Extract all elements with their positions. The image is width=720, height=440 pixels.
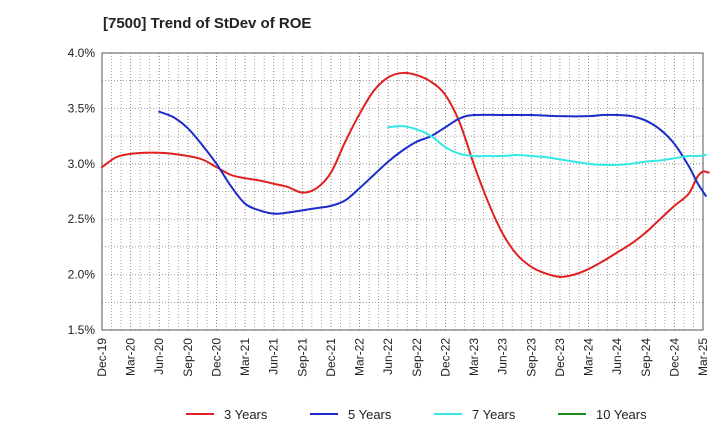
grid	[102, 53, 704, 330]
legend-label-7-years: 7 Years	[472, 407, 516, 422]
x-tick-label: Jun-20	[152, 338, 166, 375]
x-tick-label: Mar-23	[467, 338, 481, 376]
legend-label-3-years: 3 Years	[224, 407, 268, 422]
chart-title: [7500] Trend of StDev of ROE	[103, 15, 312, 32]
x-tick-label: Sep-21	[295, 338, 309, 377]
series-lines	[101, 71, 710, 278]
x-tick-label: Dec-22	[438, 338, 452, 377]
x-tick-label: Sep-22	[410, 338, 424, 377]
x-tick-label: Sep-24	[639, 338, 653, 377]
x-tick-label: Jun-24	[610, 338, 624, 375]
y-tick-label: 1.5%	[68, 323, 96, 337]
x-tick-label: Dec-19	[95, 338, 109, 377]
x-tick-label: Jun-22	[381, 338, 395, 375]
x-tick-label: Mar-21	[238, 338, 252, 376]
x-tick-label: Dec-20	[209, 338, 223, 377]
y-tick-label: 2.5%	[68, 212, 96, 226]
x-tick-label: Jun-21	[267, 338, 281, 375]
x-tick-label: Mar-24	[582, 338, 596, 376]
x-tick-label: Dec-21	[324, 338, 338, 377]
x-tick-label: Sep-20	[181, 338, 195, 377]
y-tick-label: 3.0%	[68, 157, 96, 171]
x-tick-label: Mar-20	[124, 338, 138, 376]
x-tick-label: Sep-23	[524, 338, 538, 377]
series-line-5-years	[158, 110, 707, 215]
y-tick-label: 2.0%	[68, 268, 96, 282]
axes: 1.5% 2.0% 2.5% 3.0% 3.5% 4.0% Dec-19 Mar-20 Jun-…	[68, 46, 710, 377]
x-tick-label: Dec-24	[667, 338, 681, 377]
y-tick-label: 4.0%	[68, 46, 96, 60]
series-line-7-years	[387, 125, 707, 167]
series-line-3-years	[101, 71, 710, 278]
x-tick-label: Jun-23	[496, 338, 510, 375]
x-tick-label: Mar-25	[696, 338, 710, 376]
legend-label-5-years: 5 Years	[348, 407, 392, 422]
x-tick-label: Dec-23	[553, 338, 567, 377]
y-tick-label: 3.5%	[68, 101, 96, 115]
legend: 3 Years 5 Years 7 Years 10 Years	[186, 407, 647, 422]
x-tick-label: Mar-22	[353, 338, 367, 376]
legend-label-10-years: 10 Years	[596, 407, 647, 422]
